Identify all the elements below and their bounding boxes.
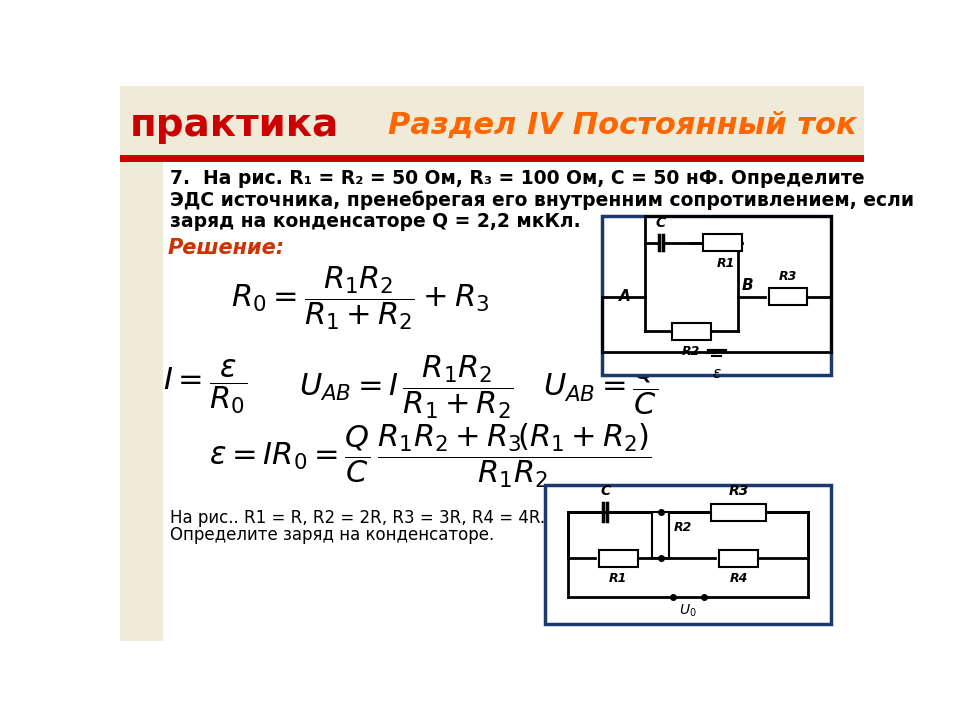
Bar bbox=[711, 504, 765, 521]
Text: $\varepsilon = IR_0 = \dfrac{Q}{C}\,\dfrac{R_1 R_2 + R_3\!\left(R_1 + R_2\right): $\varepsilon = IR_0 = \dfrac{Q}{C}\,\dfr… bbox=[208, 422, 651, 490]
Text: B: B bbox=[741, 278, 754, 293]
Text: $U_{AB} = I\,\dfrac{R_1 R_2}{R_1 + R_2}$: $U_{AB} = I\,\dfrac{R_1 R_2}{R_1 + R_2}$ bbox=[300, 353, 514, 420]
Text: заряд на конденсаторе Q = 2,2 мкКл.: заряд на конденсаторе Q = 2,2 мкКл. bbox=[170, 212, 581, 231]
Text: 7.  На рис. R₁ = R₂ = 50 Ом, R₃ = 100 Ом, C = 50 нФ. Определите: 7. На рис. R₁ = R₂ = 50 Ом, R₃ = 100 Ом,… bbox=[170, 169, 865, 189]
Bar bbox=[120, 160, 162, 641]
Text: Раздел IV Постоянный ток: Раздел IV Постоянный ток bbox=[388, 110, 856, 140]
Text: R3: R3 bbox=[779, 270, 797, 283]
Text: Определите заряд на конденсаторе.: Определите заряд на конденсаторе. bbox=[170, 526, 494, 544]
Bar bbox=[653, 512, 669, 559]
Bar bbox=[703, 234, 741, 251]
Text: $R_0 = \dfrac{R_1 R_2}{R_1 + R_2} + R_3$: $R_0 = \dfrac{R_1 R_2}{R_1 + R_2} + R_3$ bbox=[231, 264, 490, 332]
Bar bbox=[120, 160, 864, 641]
Text: R2: R2 bbox=[673, 521, 692, 534]
Text: На рис.. R1 = R, R2 = 2R, R3 = 3R, R4 = 4R.: На рис.. R1 = R, R2 = 2R, R3 = 3R, R4 = … bbox=[170, 508, 545, 526]
Text: $I = \dfrac{\varepsilon}{R_0}$: $I = \dfrac{\varepsilon}{R_0}$ bbox=[163, 357, 248, 416]
Text: ЭДС источника, пренебрегая его внутренним сопротивлением, если: ЭДС источника, пренебрегая его внутренни… bbox=[170, 191, 915, 210]
Bar bbox=[672, 323, 710, 340]
Text: $U_{AB} = \dfrac{Q}{C}$: $U_{AB} = \dfrac{Q}{C}$ bbox=[542, 356, 659, 418]
Text: Решение:: Решение: bbox=[168, 238, 285, 258]
Text: C: C bbox=[600, 485, 611, 498]
Text: R4: R4 bbox=[730, 572, 748, 585]
Bar bbox=[719, 550, 757, 567]
Text: R3: R3 bbox=[729, 485, 749, 498]
Text: практика: практика bbox=[130, 106, 339, 144]
Bar bbox=[599, 550, 637, 567]
Text: R2: R2 bbox=[682, 345, 701, 358]
Text: $U_0$: $U_0$ bbox=[680, 603, 697, 619]
Bar bbox=[602, 216, 831, 375]
Bar bbox=[769, 288, 807, 305]
Text: R1: R1 bbox=[610, 572, 628, 585]
Bar bbox=[544, 485, 831, 624]
Text: A: A bbox=[619, 289, 631, 304]
Text: R1: R1 bbox=[717, 256, 735, 269]
Text: C: C bbox=[656, 217, 666, 230]
Text: $\varepsilon$: $\varepsilon$ bbox=[712, 366, 722, 381]
